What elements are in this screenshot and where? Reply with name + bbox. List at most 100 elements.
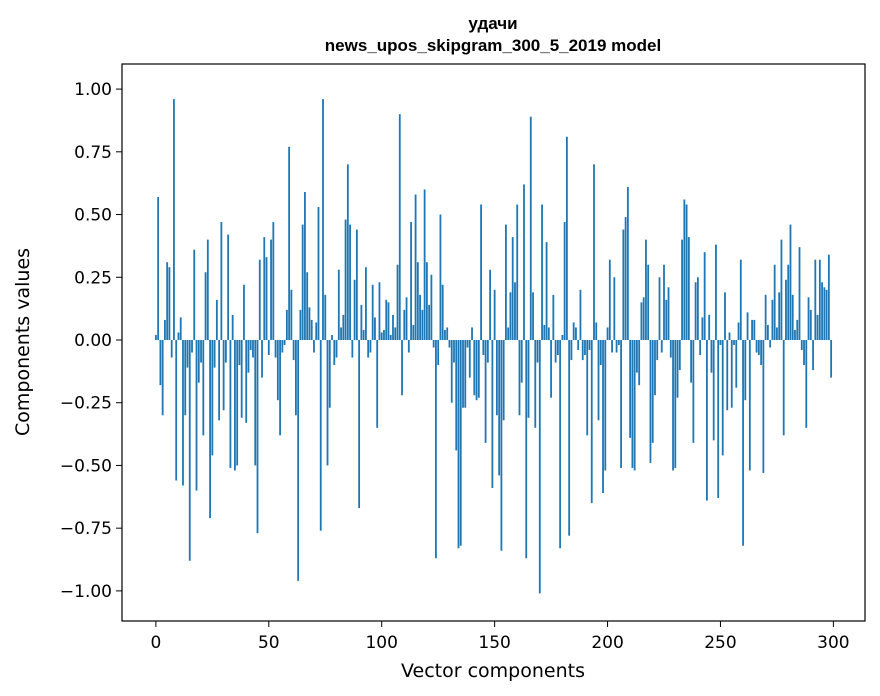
bar xyxy=(177,332,180,340)
bar xyxy=(547,327,550,340)
bar xyxy=(227,234,230,340)
bar xyxy=(471,327,473,340)
bar xyxy=(482,339,485,356)
bar xyxy=(543,324,546,340)
bar xyxy=(396,264,399,340)
bar xyxy=(191,339,193,353)
bar xyxy=(660,339,663,353)
bar xyxy=(565,136,568,340)
bar xyxy=(435,339,437,559)
bar xyxy=(588,339,591,351)
bar xyxy=(168,267,171,340)
bar xyxy=(265,257,268,340)
bar xyxy=(498,339,501,476)
bar xyxy=(579,289,582,340)
bar xyxy=(728,332,731,340)
bar xyxy=(757,339,760,356)
bar xyxy=(742,339,744,546)
bar xyxy=(696,277,699,340)
bar xyxy=(532,292,534,340)
bar xyxy=(245,339,248,423)
bar xyxy=(308,307,311,340)
x-tick-label: 300 xyxy=(817,633,849,653)
bar xyxy=(760,339,763,366)
bar xyxy=(484,339,487,443)
bar xyxy=(274,339,277,358)
bar xyxy=(276,339,279,401)
bar xyxy=(353,279,356,340)
bar xyxy=(254,339,257,466)
bar xyxy=(218,339,221,421)
bar xyxy=(599,339,602,366)
y-tick-label: 0.25 xyxy=(74,268,112,288)
bar xyxy=(324,294,327,340)
bar xyxy=(518,339,521,416)
bar xyxy=(267,339,270,356)
x-tick-label: 150 xyxy=(478,633,510,653)
bar xyxy=(186,339,189,368)
bar xyxy=(735,339,738,388)
bar xyxy=(495,339,498,416)
plot-frame xyxy=(121,63,866,622)
bar xyxy=(703,252,706,340)
bar xyxy=(333,339,336,366)
bar xyxy=(166,262,169,340)
bar xyxy=(238,339,241,366)
bar xyxy=(249,339,252,351)
bar xyxy=(800,339,803,351)
bar xyxy=(448,339,451,348)
bar xyxy=(674,339,677,468)
bar xyxy=(520,339,523,383)
bar xyxy=(611,339,613,353)
bar xyxy=(575,327,577,340)
bar xyxy=(649,339,652,463)
y-tick-label: −0.50 xyxy=(60,456,112,476)
bar xyxy=(556,339,559,356)
bar xyxy=(584,339,586,356)
bar xyxy=(446,327,449,340)
bar xyxy=(507,327,510,340)
bar xyxy=(665,299,668,340)
bar xyxy=(724,292,726,340)
bar xyxy=(617,339,620,346)
bar xyxy=(351,339,354,358)
bar xyxy=(161,339,164,416)
bar xyxy=(385,299,388,340)
bar xyxy=(211,339,214,456)
y-tick-label: 0.75 xyxy=(74,143,112,163)
bar xyxy=(642,297,645,340)
bar xyxy=(272,222,275,340)
bar xyxy=(204,272,207,340)
bar xyxy=(762,339,765,473)
bar xyxy=(708,314,711,340)
bar xyxy=(398,114,401,340)
bar xyxy=(222,339,225,411)
bar xyxy=(175,339,178,481)
bar xyxy=(823,287,826,340)
bar xyxy=(425,262,428,340)
bar xyxy=(633,339,636,471)
bar xyxy=(376,339,379,428)
bar xyxy=(315,322,318,340)
bar xyxy=(552,294,555,340)
bar xyxy=(459,339,462,546)
bar xyxy=(310,319,313,340)
bar xyxy=(491,339,494,489)
bar xyxy=(335,339,338,358)
bar xyxy=(814,259,817,340)
bar xyxy=(769,339,772,348)
bar xyxy=(441,284,444,340)
bar xyxy=(297,339,300,581)
bar xyxy=(645,239,647,340)
bar xyxy=(430,274,433,340)
bar xyxy=(437,339,440,366)
bar xyxy=(536,339,539,363)
bar xyxy=(712,339,715,441)
bar xyxy=(812,339,814,371)
bar xyxy=(281,339,284,353)
bar xyxy=(791,294,794,340)
bar xyxy=(173,99,175,340)
bar xyxy=(816,314,819,340)
bar xyxy=(439,214,442,340)
bar xyxy=(595,322,598,340)
